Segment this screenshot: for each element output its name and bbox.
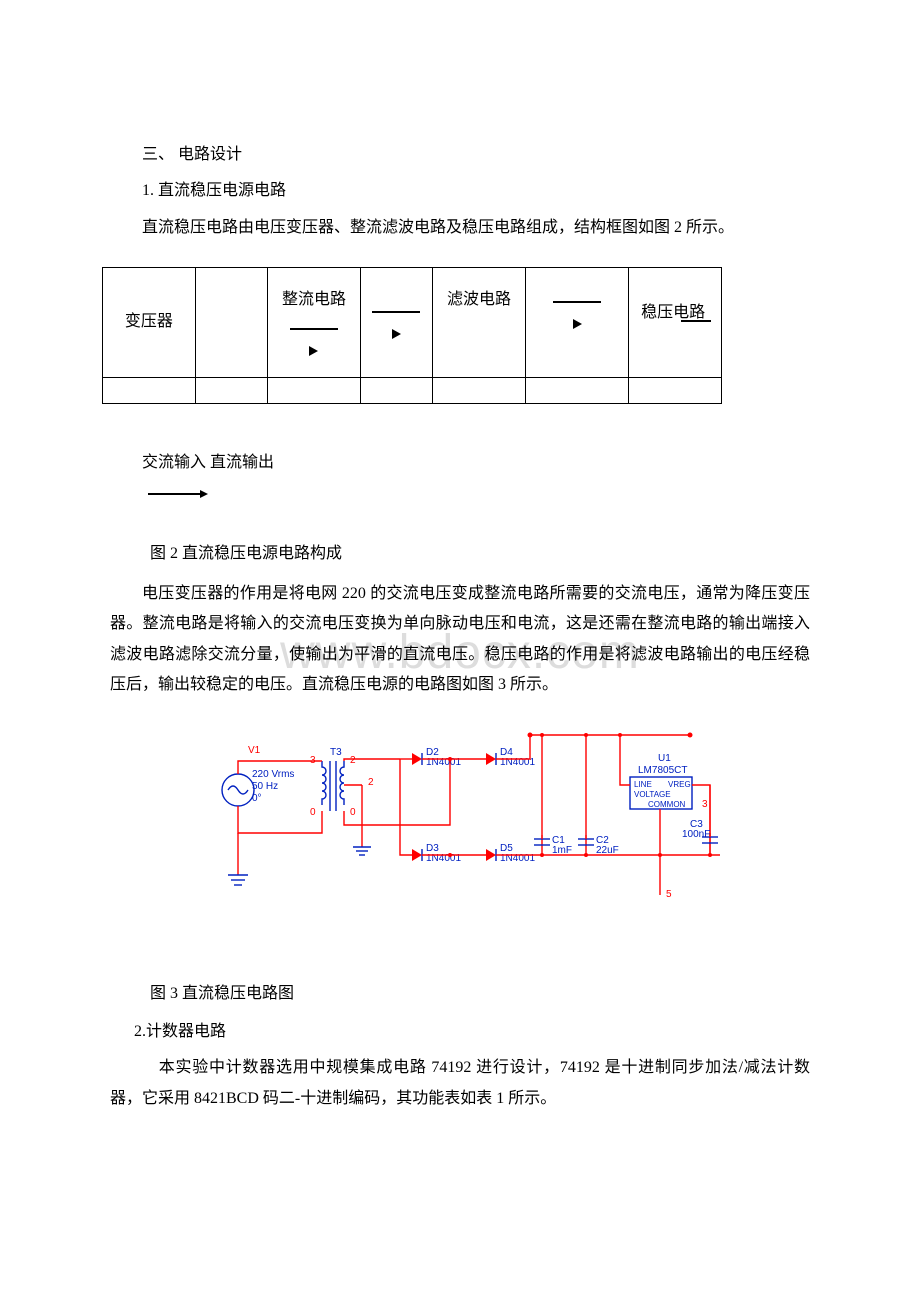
v1-label: V1 <box>248 745 261 756</box>
block-cell-rectifier: 整流电路 <box>268 268 361 378</box>
svg-text:22uF: 22uF <box>596 845 619 856</box>
block-spacer <box>525 378 628 404</box>
svg-text:VREG: VREG <box>668 780 691 789</box>
block-spacer <box>195 378 267 404</box>
svg-text:3: 3 <box>702 799 708 810</box>
block-arrow-2 <box>360 268 432 378</box>
circuit-diagram: V1 220 Vrms 50 Hz 0° T3 3 0 <box>190 715 730 935</box>
cap-c3: C3 100nF <box>682 785 718 855</box>
diode-d4: D4 1N4001 <box>486 747 535 768</box>
svg-text:U1: U1 <box>658 753 671 764</box>
diode-d2: D2 1N4001 <box>400 747 461 768</box>
sub1-title: 1. 直流稳压电源电路 <box>110 176 810 206</box>
block-spacer <box>103 378 196 404</box>
section-heading: 三、 电路设计 <box>110 140 810 170</box>
svg-text:LM7805CT: LM7805CT <box>638 765 687 776</box>
v1-line1: 220 Vrms <box>252 769 294 780</box>
cap-c1: C1 1mF <box>534 735 572 856</box>
svg-text:5: 5 <box>666 889 672 900</box>
svg-text:COMMON: COMMON <box>648 800 686 809</box>
sub2-title: 2.计数器电路 <box>110 1017 810 1047</box>
block-arrow-1 <box>195 268 267 378</box>
arrow-icon <box>290 317 338 362</box>
svg-text:LINE: LINE <box>634 780 652 789</box>
arrow-icon <box>553 290 601 335</box>
v1-line2: 50 Hz <box>252 781 278 792</box>
desc-paragraph: 电压变压器的作用是将电网 220 的交流电压变成整流电路所需要的交流电压，通常为… <box>110 579 810 701</box>
svg-text:100nF: 100nF <box>682 829 710 840</box>
node-num: 2 <box>368 777 374 788</box>
node-num: 2 <box>350 755 356 766</box>
flow-label: 交流输入 直流输出 <box>142 448 810 478</box>
node-num: 0 <box>350 807 356 818</box>
block-cell-label: 滤波电路 <box>439 289 519 311</box>
cap-c2: C2 22uF <box>578 735 619 856</box>
fig2-caption: 图 2 直流稳压电源电路构成 <box>150 539 810 569</box>
circuit-svg: V1 220 Vrms 50 Hz 0° T3 3 0 <box>190 715 730 935</box>
wire <box>238 806 260 833</box>
t3-label: T3 <box>330 747 342 758</box>
arrow-icon <box>372 300 420 345</box>
svg-text:1mF: 1mF <box>552 845 572 856</box>
page-content: 三、 电路设计 1. 直流稳压电源电路 直流稳压电路由电压变压器、整流滤波电路及… <box>0 0 920 1180</box>
arrow-icon <box>148 485 208 503</box>
sub2-text: 本实验中计数器选用中规模集成电路 74192 进行设计，74192 是十进制同步… <box>110 1053 810 1114</box>
arrow-stub <box>681 320 711 322</box>
svg-text:VOLTAGE: VOLTAGE <box>634 790 671 799</box>
diode-d5: D5 1N4001 <box>486 843 535 864</box>
v1-line3: 0° <box>252 793 262 804</box>
node-num: 3 <box>310 755 316 766</box>
sine-icon <box>228 786 248 794</box>
block-arrow-3 <box>525 268 628 378</box>
sub1-text: 直流稳压电路由电压变压器、整流滤波电路及稳压电路组成，结构框图如图 2 所示。 <box>110 213 810 243</box>
block-cell-regulator: 稳压电路 <box>629 268 722 378</box>
block-spacer <box>360 378 432 404</box>
node-num: 0 <box>310 807 316 818</box>
block-cell-transformer: 变压器 <box>103 268 196 378</box>
block-cell-label: 整流电路 <box>274 289 354 311</box>
block-diagram-table: 变压器 整流电路 滤波电路 <box>102 267 722 404</box>
fig3-caption: 图 3 直流稳压电路图 <box>150 979 810 1009</box>
block-cell-filter: 滤波电路 <box>433 268 526 378</box>
diode-d3: D3 1N4001 <box>412 843 461 864</box>
